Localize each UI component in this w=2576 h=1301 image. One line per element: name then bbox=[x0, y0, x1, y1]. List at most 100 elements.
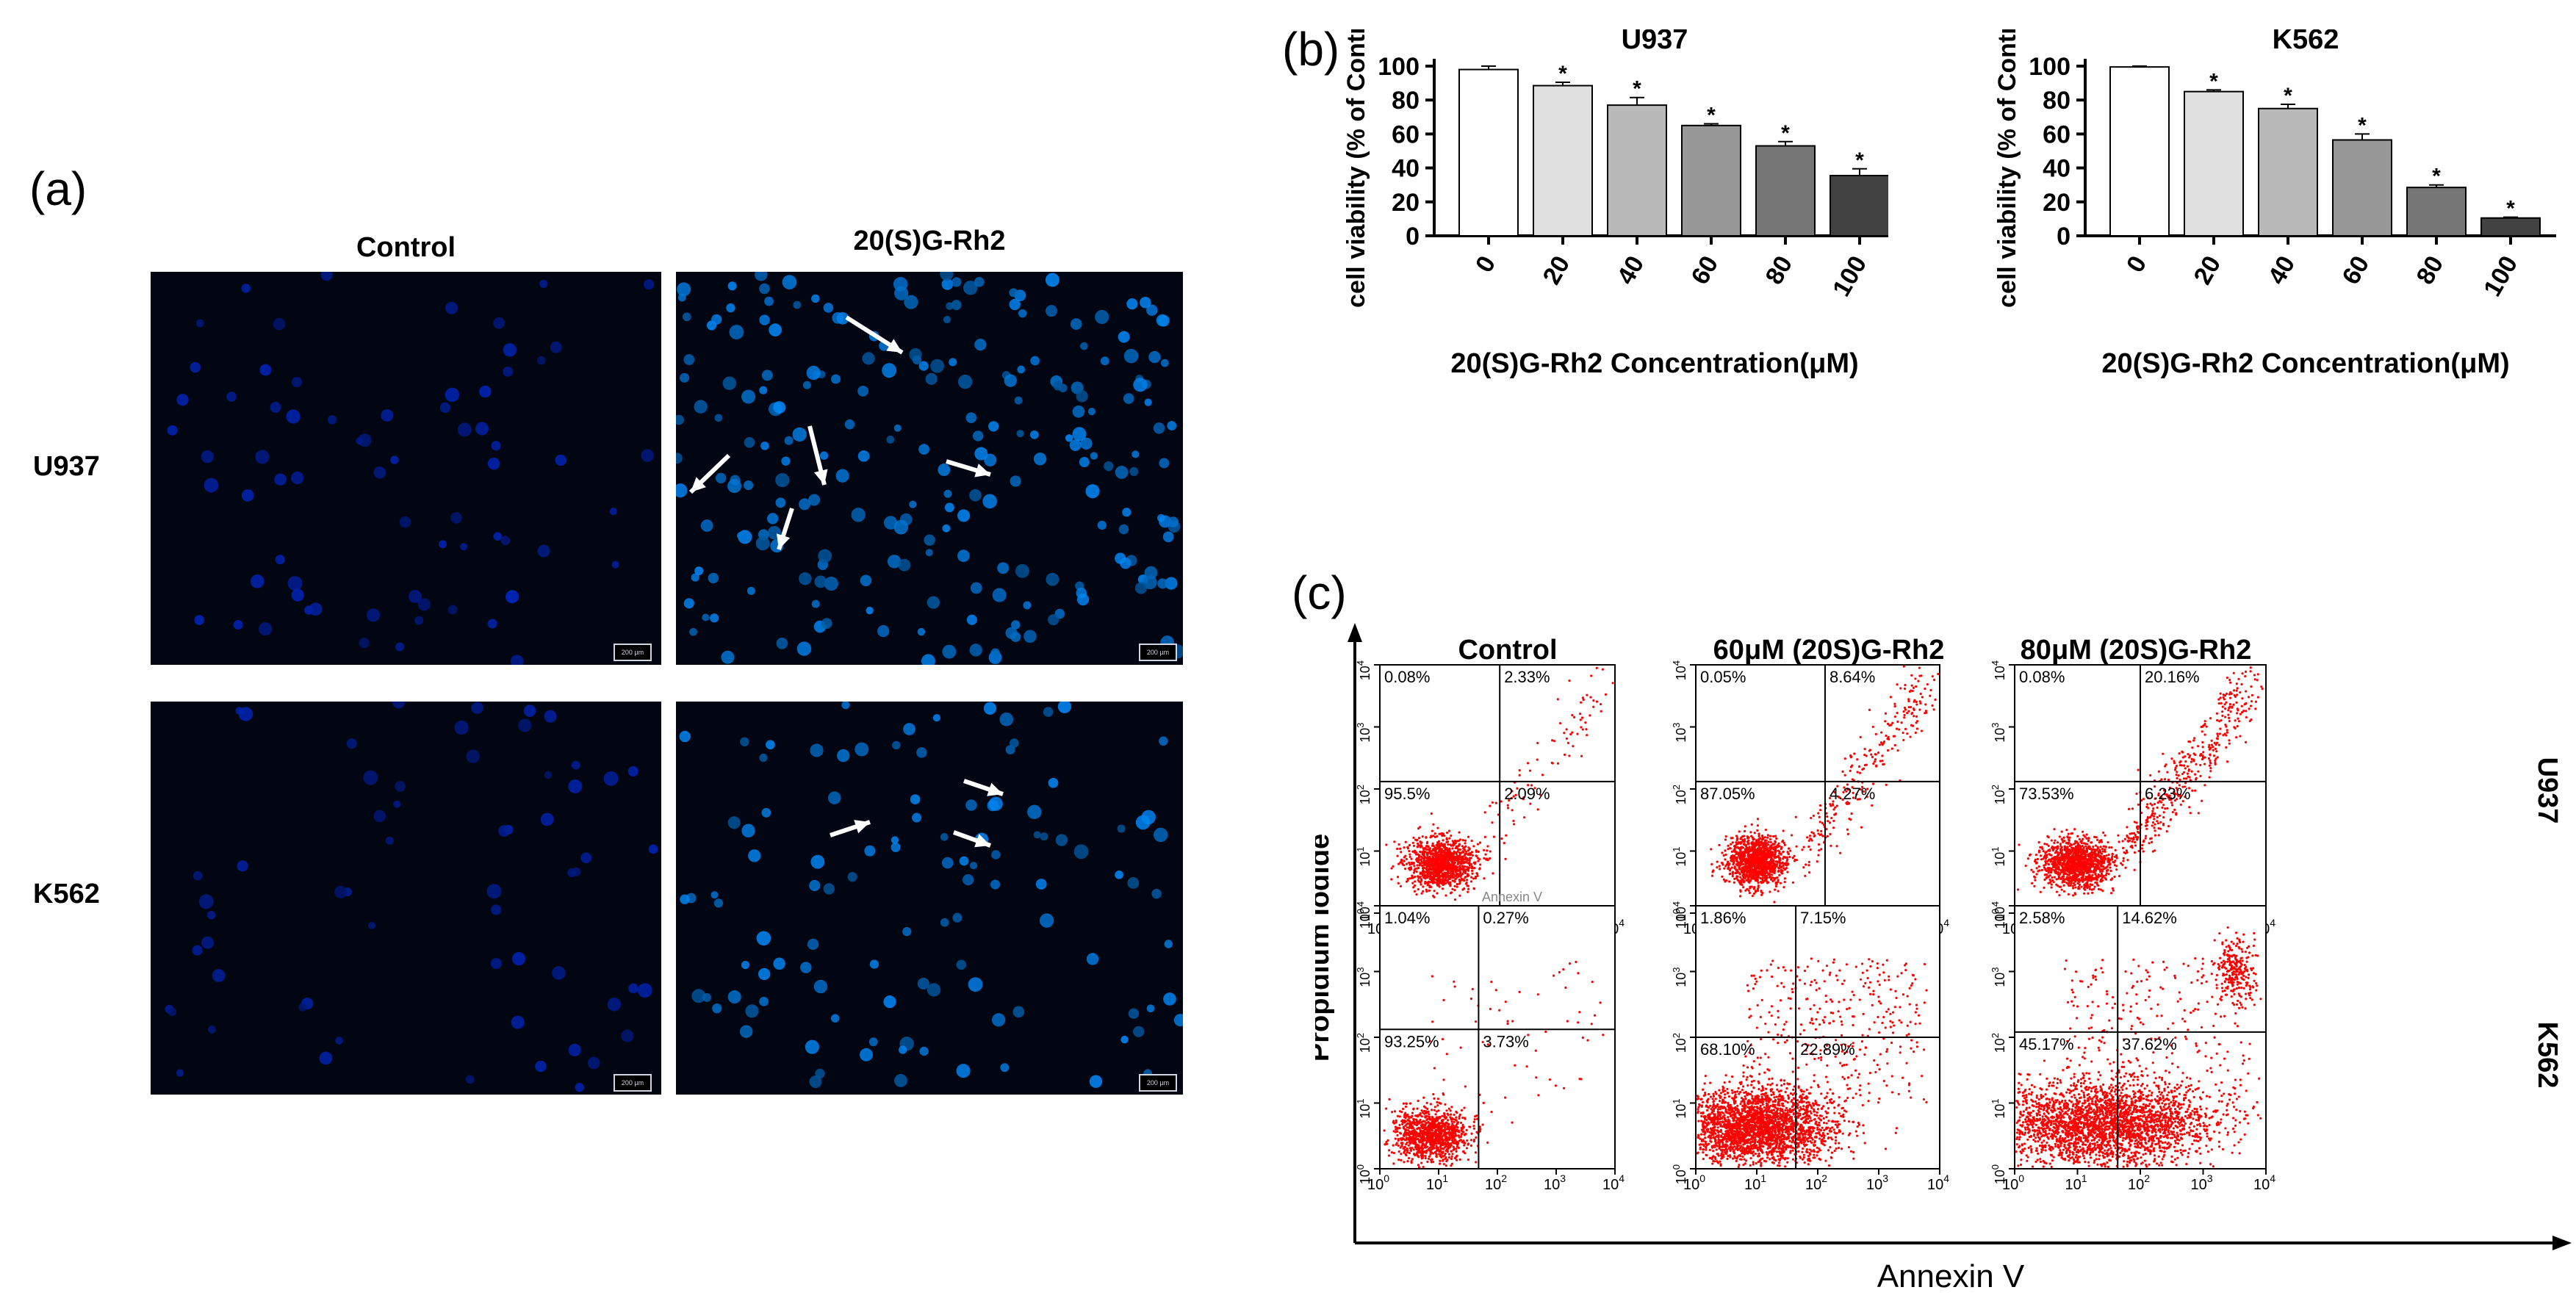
cell-nucleus bbox=[466, 749, 480, 763]
quadrant-label-ll: 68.10% bbox=[1700, 1040, 1755, 1059]
tick-exponent: 4 bbox=[1619, 917, 1625, 929]
cell-nucleus bbox=[255, 450, 270, 464]
quadrant-label-lr: 6.23% bbox=[2145, 785, 2190, 803]
cell-nucleus bbox=[773, 957, 785, 970]
cell-nucleus bbox=[921, 654, 935, 665]
y-tick-label: 102 bbox=[1671, 785, 1688, 804]
cell-nucleus bbox=[1129, 466, 1139, 477]
cell-nucleus bbox=[959, 856, 969, 866]
x-tick-label: 103 bbox=[1866, 1172, 1888, 1193]
y-tick-label: 100 bbox=[1671, 1164, 1688, 1184]
cell-nucleus bbox=[810, 743, 824, 757]
tick-exponent: 3 bbox=[1671, 723, 1682, 728]
cell-nucleus bbox=[1048, 613, 1059, 626]
cell-nucleus bbox=[1009, 298, 1021, 311]
tick-exponent: 4 bbox=[1355, 901, 1366, 907]
cell-nucleus bbox=[241, 489, 254, 502]
cell-nucleus bbox=[679, 372, 690, 383]
arrow-up-icon bbox=[1348, 623, 1362, 642]
cell-nucleus bbox=[1069, 439, 1082, 452]
cell-nucleus bbox=[1000, 1063, 1010, 1073]
cell-nucleus bbox=[727, 990, 741, 1004]
cell-nucleus bbox=[755, 536, 770, 551]
cell-nucleus bbox=[805, 1039, 819, 1054]
facs-dots bbox=[1696, 957, 1928, 1169]
cell-nucleus bbox=[1140, 296, 1151, 309]
cell-nucleus bbox=[1048, 777, 1059, 788]
cell-nucleus bbox=[1005, 627, 1018, 639]
cell-nucleus bbox=[860, 574, 872, 586]
x-tick-label: 103 bbox=[1544, 1172, 1566, 1193]
cell-nucleus bbox=[823, 303, 834, 313]
cell-nucleus bbox=[1118, 331, 1130, 343]
cell-nucleus bbox=[1133, 378, 1148, 392]
cell-nucleus bbox=[1023, 601, 1032, 610]
quadrant-label-ll: 93.25% bbox=[1384, 1032, 1439, 1050]
cell-nucleus bbox=[992, 588, 1007, 602]
cell-nucleus bbox=[759, 996, 769, 1006]
tick-exponent: 2 bbox=[1671, 785, 1682, 790]
cell-nucleus bbox=[490, 958, 502, 970]
cell-nucleus bbox=[491, 904, 502, 915]
tick-exponent: 0 bbox=[1355, 909, 1366, 914]
cell-nucleus bbox=[1160, 358, 1169, 367]
bar bbox=[1533, 84, 1593, 237]
cell-nucleus bbox=[983, 702, 997, 715]
cell-nucleus bbox=[691, 573, 699, 582]
cell-nucleus bbox=[1127, 876, 1140, 889]
cell-nucleus bbox=[970, 582, 982, 594]
y-tick-label: 102 bbox=[1990, 785, 2007, 804]
cell-nucleus bbox=[190, 361, 201, 373]
cell-nucleus bbox=[366, 608, 381, 622]
facs-dots bbox=[2016, 666, 2264, 897]
cell-nucleus bbox=[991, 1013, 1006, 1027]
tick-exponent: 3 bbox=[1355, 967, 1366, 973]
cell-nucleus bbox=[802, 381, 811, 389]
cell-nucleus bbox=[385, 836, 394, 845]
cell-nucleus bbox=[680, 894, 690, 904]
cell-nucleus bbox=[487, 457, 500, 470]
x-axis-title: 20(S)G-Rh2 Concentration(μM) bbox=[2101, 348, 2509, 379]
cell-nucleus bbox=[726, 303, 735, 313]
cell-nucleus bbox=[238, 707, 253, 721]
cell-nucleus bbox=[1072, 405, 1085, 418]
bar bbox=[2184, 90, 2244, 237]
quadrant-label-ul: 0.08% bbox=[1384, 668, 1430, 686]
cell-nucleus bbox=[1018, 309, 1027, 318]
cell-nucleus bbox=[918, 361, 929, 371]
cell-nucleus bbox=[894, 1073, 908, 1087]
cell-nucleus bbox=[644, 279, 655, 290]
facs-dots bbox=[2015, 926, 2262, 1169]
quadrant-label-lr: 3.73% bbox=[1483, 1032, 1528, 1050]
cell-nucleus bbox=[1033, 453, 1047, 466]
tick-exponent: 4 bbox=[1990, 660, 2001, 666]
cell-nucleus bbox=[567, 868, 577, 878]
cell-nucleus bbox=[1146, 304, 1158, 316]
cell-nucleus bbox=[641, 449, 654, 462]
cell-nucleus bbox=[439, 540, 447, 549]
cell-nucleus bbox=[702, 992, 712, 1002]
cell-nucleus bbox=[782, 275, 797, 289]
cell-nucleus bbox=[941, 857, 954, 869]
cell-nucleus bbox=[498, 825, 511, 837]
cell-nucleus bbox=[1115, 552, 1126, 564]
cell-nucleus bbox=[857, 385, 868, 397]
x-tick-label: 60 bbox=[1685, 251, 1724, 289]
cell-nucleus bbox=[836, 311, 849, 325]
cell-nucleus bbox=[830, 1014, 840, 1023]
cell-nucleus bbox=[445, 387, 460, 403]
cell-nucleus bbox=[815, 1068, 825, 1079]
cell-nucleus bbox=[755, 272, 768, 281]
cell-nucleus bbox=[912, 812, 922, 823]
x-tick-label: 40 bbox=[2262, 251, 2300, 289]
panel-label-b: (b) bbox=[1282, 23, 1340, 76]
cell-nucleus bbox=[940, 833, 949, 841]
cell-nucleus bbox=[969, 644, 982, 657]
cell-nucleus bbox=[1159, 458, 1170, 469]
cell-nucleus bbox=[270, 402, 281, 413]
cell-nucleus bbox=[943, 489, 952, 498]
tick-exponent: 0 bbox=[1699, 1172, 1705, 1184]
cell-nucleus bbox=[917, 627, 926, 636]
cell-nucleus bbox=[1168, 516, 1179, 528]
cell-nucleus bbox=[1023, 630, 1037, 644]
